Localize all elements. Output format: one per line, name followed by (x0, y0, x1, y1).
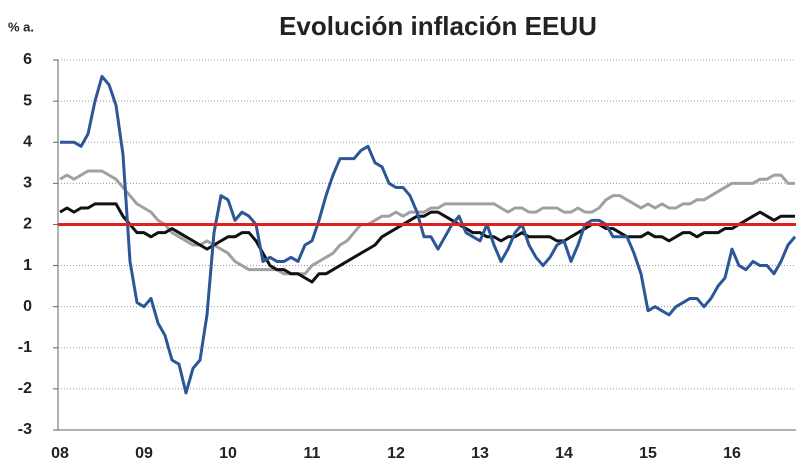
y-tick-label: -1 (18, 339, 32, 356)
y-tick-label: 1 (23, 257, 32, 274)
chart-title: Evolución inflación EEUU (279, 11, 597, 41)
x-tick-label: 09 (135, 445, 153, 462)
y-tick-label: -2 (18, 380, 32, 397)
series-line (59, 169, 795, 276)
x-tick-label: 14 (555, 445, 573, 462)
x-tick-label: 11 (304, 445, 321, 462)
x-tick-label: 10 (219, 445, 237, 462)
y-tick-label: 4 (23, 133, 32, 150)
y-tick-label: 3 (23, 175, 32, 192)
y-tick-label: 6 (23, 51, 32, 68)
y-tick-label: -3 (18, 421, 32, 438)
y-axis-label: % a. (8, 19, 34, 34)
x-tick-label: 13 (471, 445, 489, 462)
x-tick-label: 12 (387, 445, 405, 462)
y-tick-label: 5 (23, 92, 32, 109)
series-line (59, 202, 795, 284)
y-tick-label: 0 (23, 298, 32, 315)
y-tick-label: 2 (23, 216, 32, 233)
series-line (60, 74, 796, 395)
x-tick-label: 08 (51, 445, 69, 462)
x-tick-label: 15 (639, 445, 657, 462)
x-tick-label: 16 (723, 445, 741, 462)
